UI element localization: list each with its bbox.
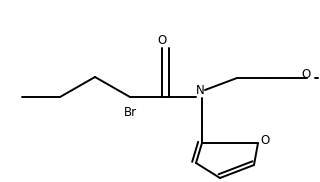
Text: O: O — [260, 134, 269, 147]
Text: Br: Br — [124, 106, 137, 118]
Text: N: N — [196, 84, 204, 98]
Text: O: O — [301, 68, 311, 80]
Text: O: O — [157, 33, 167, 46]
